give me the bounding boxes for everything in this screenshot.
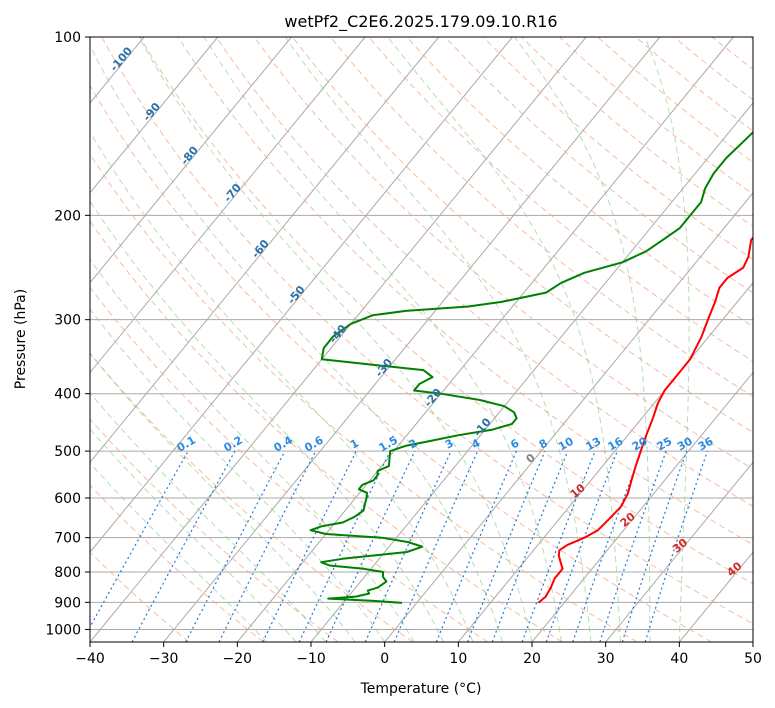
isotherm-line bbox=[90, 37, 440, 464]
mixing-ratio-line bbox=[262, 450, 357, 642]
x-tick-label: 40 bbox=[670, 651, 688, 667]
isotherm-line bbox=[90, 37, 366, 374]
isotherm-line bbox=[236, 37, 734, 642]
x-tick-label: −20 bbox=[223, 651, 253, 667]
dry-adiabat-line bbox=[253, 37, 753, 470]
x-axis-label: Temperature (°C) bbox=[360, 681, 482, 697]
axis-ticks: −40 −30 −20 −10 0 10 20 30 40 50 100 200 300 400 500 60… bbox=[45, 30, 762, 667]
isotherm-line bbox=[384, 192, 753, 642]
temperature-profile-line bbox=[537, 236, 753, 604]
mixing-ratio-line bbox=[325, 450, 416, 642]
moist-adiabat-line bbox=[514, 37, 651, 642]
moist-adiabat-line bbox=[90, 352, 356, 642]
y-tick-label: 500 bbox=[54, 444, 81, 460]
dry-adiabat-line bbox=[90, 84, 712, 642]
dry-adiabat-line bbox=[749, 37, 753, 40]
isotherm-line bbox=[90, 37, 587, 642]
x-tick-label: 20 bbox=[523, 651, 541, 667]
dry-adiabat-line bbox=[90, 286, 488, 642]
dry-adiabat-line bbox=[90, 418, 339, 642]
dry-adiabat-line bbox=[90, 551, 190, 642]
dewpoint-profile-line bbox=[309, 130, 753, 604]
x-tick-label: −30 bbox=[149, 651, 179, 667]
mixing-ratio-line bbox=[644, 450, 708, 642]
mixing-ratio-line bbox=[298, 450, 391, 642]
background-lines bbox=[0, 37, 753, 642]
moist-adiabat-line bbox=[90, 131, 474, 642]
chart-title: wetPf2_C2E6.2025.179.09.10.R16 bbox=[284, 12, 557, 32]
mixing-ratio-line bbox=[572, 450, 643, 642]
moist-adiabat-line bbox=[644, 37, 690, 642]
isotherm-line bbox=[90, 37, 219, 194]
x-tick-label: 10 bbox=[449, 651, 467, 667]
dry-adiabat-line bbox=[330, 37, 753, 398]
isotherm-line bbox=[605, 461, 753, 642]
mixing-ratio-line bbox=[185, 450, 286, 642]
y-axis-label: Pressure (hPa) bbox=[13, 289, 29, 389]
moist-adiabat-line bbox=[90, 44, 503, 642]
mixing-ratio-line bbox=[90, 450, 189, 629]
mixing-ratio-line bbox=[491, 450, 569, 642]
mixing-ratio-line bbox=[131, 450, 236, 642]
y-tick-label: 400 bbox=[54, 387, 81, 403]
moist-adiabat-line bbox=[284, 37, 592, 642]
mixing-ratio-line bbox=[599, 450, 667, 642]
moist-adiabat-line bbox=[138, 37, 533, 642]
isotherm-line bbox=[90, 37, 292, 284]
isotherm-line bbox=[752, 641, 753, 642]
y-tick-label: 300 bbox=[54, 313, 81, 329]
isotherm-line bbox=[0, 37, 70, 642]
x-tick-label: −10 bbox=[296, 651, 326, 667]
dry-adiabat-line bbox=[292, 37, 753, 433]
dry-adiabat-line bbox=[90, 220, 563, 642]
plot-frame bbox=[89, 36, 754, 643]
mixing-ratio-line bbox=[521, 450, 596, 642]
mixing-ratio-line bbox=[218, 450, 317, 642]
dry-adiabat-line bbox=[177, 37, 753, 546]
y-tick-label: 900 bbox=[54, 595, 81, 611]
y-tick-label: 600 bbox=[54, 491, 81, 507]
y-tick-label: 200 bbox=[54, 208, 81, 224]
moist-adiabat-line bbox=[387, 37, 621, 642]
isotherm-line bbox=[90, 37, 513, 553]
y-tick-label: 100 bbox=[54, 30, 81, 46]
plot-background bbox=[90, 37, 753, 642]
x-tick-label: 30 bbox=[597, 651, 615, 667]
y-tick-label: 1000 bbox=[45, 622, 81, 638]
moist-adiabat-line bbox=[203, 37, 562, 642]
dry-adiabat-line bbox=[90, 153, 638, 642]
x-tick-label: −40 bbox=[75, 651, 105, 667]
isotherm-line bbox=[310, 102, 753, 642]
moist-adiabat-line bbox=[90, 258, 415, 642]
mixing-ratio-line bbox=[393, 450, 479, 642]
x-tick-label: 50 bbox=[744, 651, 762, 667]
isotherm-line bbox=[163, 37, 661, 642]
x-tick-label: 0 bbox=[380, 651, 389, 667]
dry-adiabat-line bbox=[215, 37, 753, 507]
y-tick-label: 800 bbox=[54, 565, 81, 581]
dry-adiabat-line bbox=[90, 484, 264, 642]
mixing-ratio-line bbox=[435, 450, 518, 642]
mixing-ratio-line bbox=[621, 450, 688, 642]
mixing-ratio-line bbox=[466, 450, 546, 642]
mixing-ratio-line bbox=[364, 450, 452, 642]
moist-adiabat-line bbox=[90, 392, 327, 642]
y-tick-label: 700 bbox=[54, 531, 81, 547]
profile-lines bbox=[309, 130, 753, 604]
